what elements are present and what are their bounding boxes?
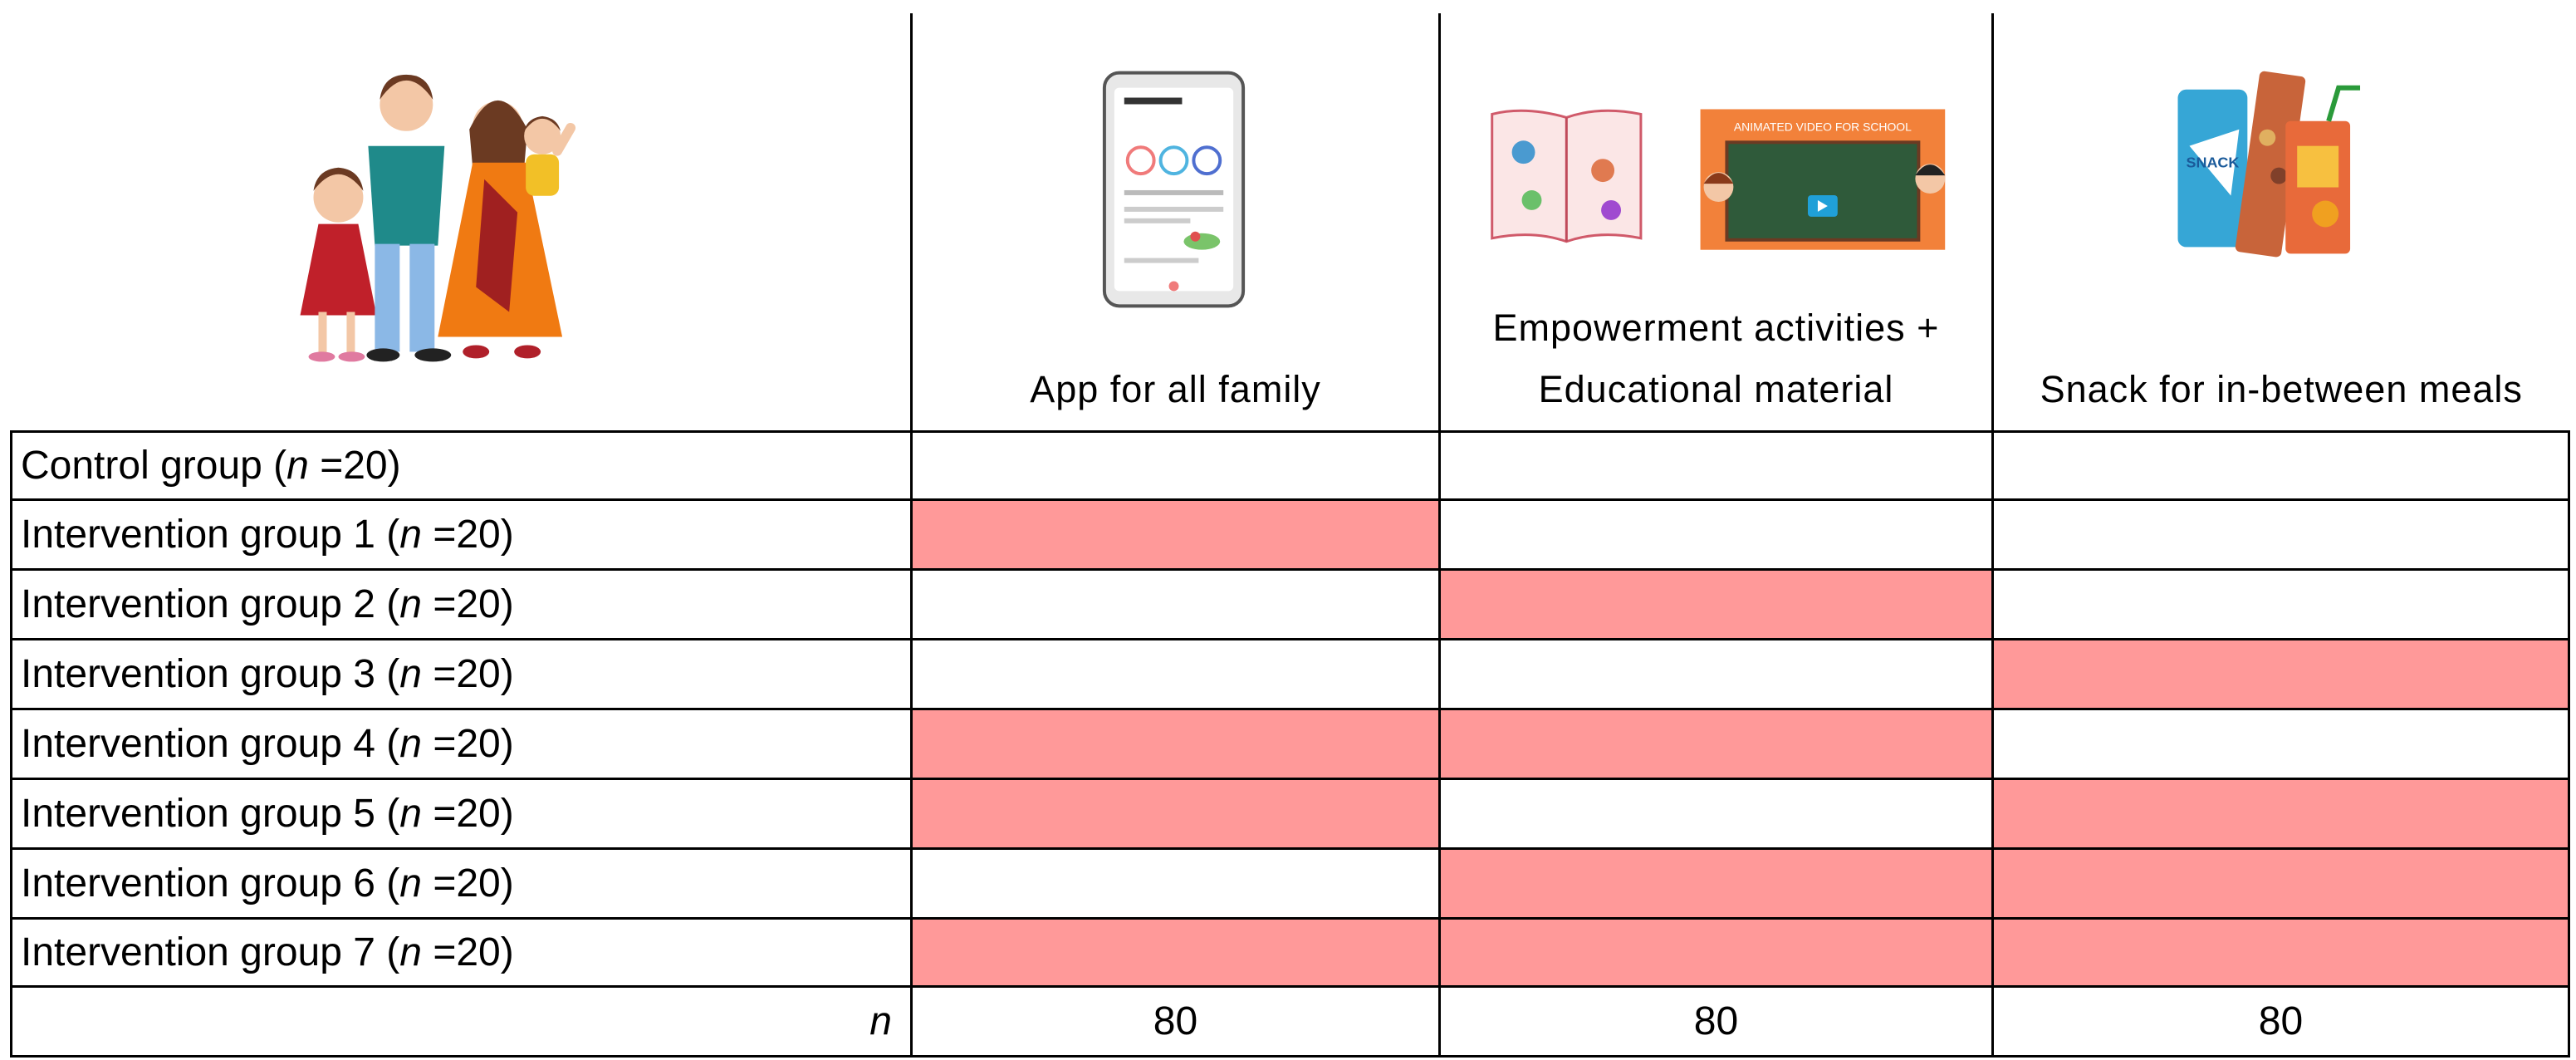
empowerment-column-header: ANIMATED VIDEO FOR SCHOOL Empowerment ac… bbox=[1438, 13, 1994, 433]
empowerment-column-label: Empowerment activities + Educational mat… bbox=[1442, 297, 1991, 420]
table-row: Control group (n =20) bbox=[10, 429, 2570, 501]
table-row: Intervention group 6 (n =20) bbox=[10, 847, 2570, 920]
snack-cell bbox=[1991, 637, 2570, 710]
table-row: Intervention group 7 (n =20) bbox=[10, 916, 2570, 988]
family-illustration-icon bbox=[300, 74, 575, 362]
snack-cell bbox=[1991, 429, 2570, 501]
snack-package-text: SNACK bbox=[2187, 155, 2240, 171]
study-design-table: App for all family ANIMATED VIDEO FOR SC… bbox=[10, 13, 2570, 1058]
app-column-label: App for all family bbox=[1030, 367, 1321, 410]
row-label: Control group (n =20) bbox=[10, 429, 913, 501]
row-label: Intervention group 5 (n =20) bbox=[10, 777, 913, 850]
row-label: Intervention group 1 (n =20) bbox=[10, 498, 913, 571]
row-label: Intervention group 3 (n =20) bbox=[10, 637, 913, 710]
table-row: Intervention group 5 (n =20) bbox=[10, 777, 2570, 850]
table-row: Intervention group 1 (n =20) bbox=[10, 498, 2570, 571]
row-label: Intervention group 7 (n =20) bbox=[10, 916, 913, 988]
app-total: 80 bbox=[910, 984, 1441, 1058]
snack-cell bbox=[1991, 847, 2570, 920]
row-label: Intervention group 4 (n =20) bbox=[10, 707, 913, 780]
app-column-header: App for all family bbox=[910, 13, 1441, 433]
app-cell bbox=[910, 777, 1441, 850]
row-label: Intervention group 6 (n =20) bbox=[10, 847, 913, 920]
table-row: Intervention group 3 (n =20) bbox=[10, 637, 2570, 710]
app-cell bbox=[910, 567, 1441, 640]
empowerment-cell bbox=[1438, 567, 1994, 640]
snack-packages-icon: SNACK bbox=[2177, 71, 2361, 258]
empowerment-label-line-1: Empowerment activities + bbox=[1492, 306, 1940, 349]
empowerment-cell bbox=[1438, 429, 1994, 501]
totals-row: n 80 80 80 bbox=[10, 984, 2570, 1058]
book-and-chalkboard-icon: ANIMATED VIDEO FOR SCHOOL bbox=[1491, 109, 1946, 250]
row-label: Intervention group 2 (n =20) bbox=[10, 567, 913, 640]
snack-cell bbox=[1991, 916, 2570, 988]
table-row: Intervention group 4 (n =20) bbox=[10, 707, 2570, 780]
empowerment-cell bbox=[1438, 637, 1994, 710]
empowerment-cell bbox=[1438, 916, 1994, 988]
app-cell bbox=[910, 847, 1441, 920]
empowerment-cell bbox=[1438, 847, 1994, 920]
snack-column-label: Snack for in-between meals bbox=[2040, 367, 2523, 410]
snack-cell bbox=[1991, 498, 2570, 571]
app-cell bbox=[910, 637, 1441, 710]
empowerment-label-line-2: Educational material bbox=[1538, 367, 1894, 410]
snack-cell bbox=[1991, 567, 2570, 640]
totals-label: n bbox=[10, 984, 913, 1058]
snack-column-header: SNACK Snack for in-between meals bbox=[1991, 13, 2569, 433]
app-cell bbox=[910, 916, 1441, 988]
empowerment-cell bbox=[1438, 777, 1994, 850]
header-row: App for all family ANIMATED VIDEO FOR SC… bbox=[11, 13, 2569, 433]
app-cell bbox=[910, 498, 1441, 571]
smartphone-dashboard-icon bbox=[1102, 71, 1246, 308]
empowerment-cell bbox=[1438, 498, 1994, 571]
app-cell bbox=[910, 707, 1441, 780]
snack-cell bbox=[1991, 707, 2570, 780]
table-row: Intervention group 2 (n =20) bbox=[10, 567, 2570, 640]
app-cell bbox=[910, 429, 1441, 501]
empowerment-cell bbox=[1438, 707, 1994, 780]
chalkboard-text: ANIMATED VIDEO FOR SCHOOL bbox=[1734, 120, 1912, 133]
snack-cell bbox=[1991, 777, 2570, 850]
family-header-cell bbox=[11, 13, 913, 433]
snack-total: 80 bbox=[1991, 984, 2570, 1058]
empowerment-total: 80 bbox=[1438, 984, 1994, 1058]
